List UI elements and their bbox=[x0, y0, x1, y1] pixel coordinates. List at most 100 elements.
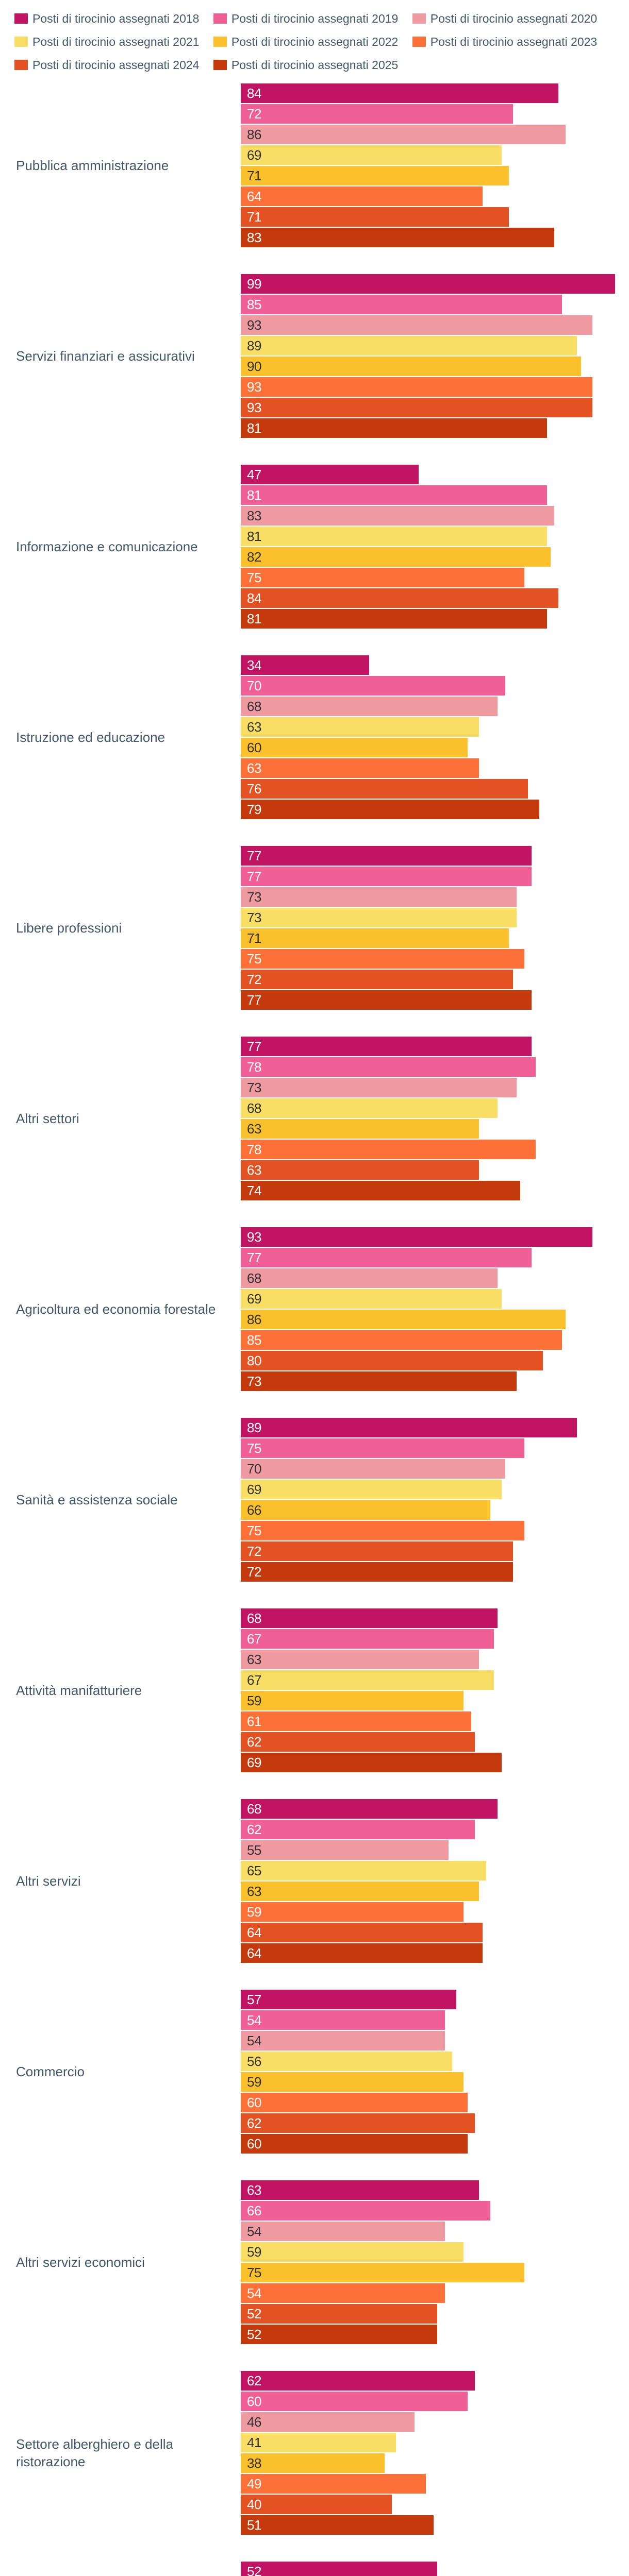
bar-2023: 85 bbox=[241, 1330, 562, 1350]
bar-value-label: 62 bbox=[247, 1734, 261, 1750]
bar-2020: 83 bbox=[241, 506, 554, 526]
bar-value-label: 75 bbox=[247, 1522, 261, 1538]
category-group: Altri servizi economici 63 66 54 59 75 54 52 52 bbox=[0, 2180, 629, 2344]
bar-2022: 75 bbox=[241, 2263, 524, 2282]
bar-2022: 59 bbox=[241, 1691, 464, 1710]
bar-value-label: 46 bbox=[247, 2414, 261, 2430]
bar-value-label: 77 bbox=[247, 1249, 261, 1265]
bar-2019: 54 bbox=[241, 2010, 445, 2030]
bar-2019: 77 bbox=[241, 1248, 532, 1267]
bar-value-label: 76 bbox=[247, 781, 261, 796]
bar-value-label: 81 bbox=[247, 611, 261, 626]
bar-value-label: 47 bbox=[247, 466, 261, 482]
bar-value-label: 69 bbox=[247, 1481, 261, 1497]
bar-2020: 68 bbox=[241, 1268, 498, 1288]
bar-2020: 54 bbox=[241, 2031, 445, 2050]
bar-2019: 77 bbox=[241, 867, 532, 886]
bar-value-label: 93 bbox=[247, 317, 261, 333]
bar-2021: 63 bbox=[241, 717, 479, 737]
bar-2021: 65 bbox=[241, 1861, 486, 1880]
bar-group: 57 54 54 56 59 60 62 60 bbox=[241, 1990, 629, 2154]
bar-2025: 51 bbox=[241, 2515, 434, 2535]
bar-value-label: 77 bbox=[247, 992, 261, 1008]
legend-item-2020: Posti di tirocinio assegnati 2020 bbox=[412, 12, 597, 25]
bar-value-label: 68 bbox=[247, 1100, 261, 1116]
category-group: Commercio 57 54 54 56 59 60 62 60 bbox=[0, 1990, 629, 2154]
bar-2024: 80 bbox=[241, 1351, 543, 1370]
bar-value-label: 93 bbox=[247, 379, 261, 395]
legend-swatch-2019-icon bbox=[213, 13, 227, 24]
bar-2024: 64 bbox=[241, 1923, 483, 1942]
category-label: Pubblica amministrazione bbox=[16, 157, 169, 173]
bar-2021: 56 bbox=[241, 2052, 452, 2071]
bar-value-label: 41 bbox=[247, 2434, 261, 2450]
bar-value-label: 64 bbox=[247, 1924, 261, 1940]
bar-2022: 66 bbox=[241, 1500, 490, 1520]
category-group: Libere professioni 77 77 73 73 71 75 72 77 bbox=[0, 846, 629, 1010]
bar-value-label: 63 bbox=[247, 1162, 261, 1178]
bar-value-label: 81 bbox=[247, 487, 261, 503]
bar-value-label: 99 bbox=[247, 276, 261, 292]
bar-value-label: 62 bbox=[247, 1821, 261, 1837]
bar-value-label: 40 bbox=[247, 2496, 261, 2512]
category-label: Altri settori bbox=[16, 1110, 79, 1126]
bar-value-label: 63 bbox=[247, 760, 261, 776]
bar-2018: 62 bbox=[241, 2371, 475, 2391]
bar-value-label: 67 bbox=[247, 1631, 261, 1647]
bar-2019: 81 bbox=[241, 485, 547, 505]
bar-2025: 79 bbox=[241, 800, 539, 819]
bar-group: 99 85 93 89 90 93 93 81 bbox=[241, 274, 629, 438]
bar-2018: 93 bbox=[241, 1227, 592, 1247]
bar-value-label: 89 bbox=[247, 337, 261, 353]
legend-swatch-2021-icon bbox=[14, 37, 28, 47]
bar-2020: 73 bbox=[241, 887, 517, 907]
legend-swatch-2022-icon bbox=[213, 37, 227, 47]
bar-value-label: 74 bbox=[247, 1182, 261, 1198]
bar-value-label: 66 bbox=[247, 2202, 261, 2218]
bar-value-label: 83 bbox=[247, 229, 261, 245]
legend-swatch-2024-icon bbox=[14, 60, 28, 70]
bar-value-label: 64 bbox=[247, 188, 261, 204]
bar-group: 34 70 68 63 60 63 76 79 bbox=[241, 655, 629, 819]
bar-value-label: 59 bbox=[247, 1692, 261, 1708]
bar-value-label: 63 bbox=[247, 719, 261, 735]
bar-value-label: 54 bbox=[247, 2285, 261, 2301]
bar-value-label: 79 bbox=[247, 801, 261, 817]
category-group: Altri settori 77 78 73 68 63 78 63 74 bbox=[0, 1037, 629, 1200]
bar-value-label: 51 bbox=[247, 2517, 261, 2533]
bar-2024: 76 bbox=[241, 779, 528, 799]
bar-value-label: 65 bbox=[247, 1862, 261, 1878]
bar-value-label: 84 bbox=[247, 590, 261, 606]
category-group: Altri servizi 68 62 55 65 63 59 64 64 bbox=[0, 1799, 629, 1963]
bar-value-label: 90 bbox=[247, 358, 261, 374]
bar-value-label: 63 bbox=[247, 1651, 261, 1667]
bar-2025: 73 bbox=[241, 1371, 517, 1391]
bar-value-label: 78 bbox=[247, 1059, 261, 1075]
bar-value-label: 59 bbox=[247, 2244, 261, 2260]
category-label: Informazione e comunicazione bbox=[16, 538, 198, 554]
category-label: Altri servizi economici bbox=[16, 2254, 145, 2270]
bar-2020: 46 bbox=[241, 2412, 415, 2432]
legend-item-2024: Posti di tirocinio assegnati 2024 bbox=[14, 58, 199, 72]
bar-value-label: 52 bbox=[247, 2326, 261, 2342]
bar-2025: 81 bbox=[241, 418, 547, 438]
bar-value-label: 75 bbox=[247, 951, 261, 967]
bar-group: 5257534347414950 bbox=[241, 2562, 629, 2576]
bar-value-label: 54 bbox=[247, 2223, 261, 2239]
bar-2021: 73 bbox=[241, 908, 517, 927]
bar-2018: 77 bbox=[241, 1037, 532, 1056]
bar-2024: 71 bbox=[241, 207, 509, 227]
bar-value-label: 63 bbox=[247, 2182, 261, 2198]
bar-value-label: 85 bbox=[247, 296, 261, 312]
legend-label-2019: Posti di tirocinio assegnati 2019 bbox=[231, 12, 399, 25]
bar-value-label: 73 bbox=[247, 1373, 261, 1389]
bar-value-label: 75 bbox=[247, 2264, 261, 2280]
category-group: Informazione e comunicazione 47 81 83 81 82 75… bbox=[0, 465, 629, 629]
bar-2018: 99 bbox=[241, 274, 615, 294]
bar-value-label: 78 bbox=[247, 1141, 261, 1157]
legend-label-2021: Posti di tirocinio assegnati 2021 bbox=[32, 35, 200, 48]
bar-value-label: 59 bbox=[247, 2074, 261, 2090]
bar-2025: 81 bbox=[241, 609, 547, 629]
legend-item-2022: Posti di tirocinio assegnati 2022 bbox=[213, 35, 398, 48]
bar-2025: 72 bbox=[241, 1562, 513, 1582]
